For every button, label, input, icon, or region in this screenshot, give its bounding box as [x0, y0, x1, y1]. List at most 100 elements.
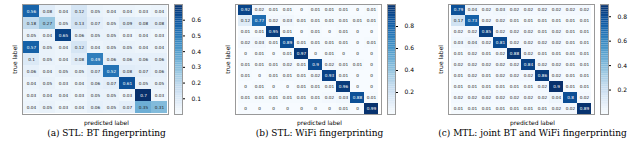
svg-text:0.01: 0.01: [352, 18, 362, 23]
svg-text:0.01: 0.01: [565, 18, 575, 23]
svg-text:0.89: 0.89: [579, 106, 589, 111]
svg-text:0.02: 0.02: [495, 51, 505, 56]
svg-text:0.13: 0.13: [74, 21, 84, 26]
svg-text:0.01: 0.01: [565, 84, 575, 89]
svg-text:0.01: 0.01: [467, 84, 477, 89]
svg-text:0.01: 0.01: [324, 84, 334, 89]
svg-text:0.05: 0.05: [106, 45, 116, 50]
svg-text:0.8: 0.8: [404, 22, 414, 29]
svg-text:0.02: 0.02: [254, 7, 264, 12]
svg-text:0.08: 0.08: [154, 21, 164, 26]
svg-text:0: 0: [356, 29, 359, 34]
svg-text:0.03: 0.03: [495, 7, 505, 12]
svg-text:0: 0: [356, 84, 359, 89]
svg-text:0.02: 0.02: [565, 106, 575, 111]
svg-text:0.6: 0.6: [191, 16, 201, 23]
svg-text:0.01: 0.01: [254, 29, 264, 34]
svg-text:0.02: 0.02: [467, 95, 477, 100]
svg-text:0.05: 0.05: [42, 105, 52, 110]
svg-text:0.03: 0.03: [74, 93, 84, 98]
svg-text:0.02: 0.02: [467, 51, 477, 56]
svg-text:0.04: 0.04: [122, 9, 132, 14]
svg-text:0.03: 0.03: [282, 18, 292, 23]
svg-text:0.06: 0.06: [106, 57, 116, 62]
svg-text:0.01: 0.01: [310, 29, 320, 34]
svg-text:0.08: 0.08: [122, 69, 132, 74]
svg-text:0.03: 0.03: [154, 33, 164, 38]
svg-text:0.81: 0.81: [495, 40, 505, 45]
svg-text:0.2: 0.2: [617, 86, 627, 93]
svg-text:0.02: 0.02: [310, 73, 320, 78]
svg-text:0.04: 0.04: [26, 81, 36, 86]
svg-text:0.04: 0.04: [467, 7, 477, 12]
svg-text:0.52: 0.52: [106, 69, 116, 74]
svg-text:0.05: 0.05: [90, 9, 100, 14]
svg-text:0.93: 0.93: [324, 73, 334, 78]
svg-text:0.02: 0.02: [324, 62, 334, 67]
svg-text:0.01: 0.01: [467, 106, 477, 111]
svg-text:0.01: 0.01: [495, 106, 505, 111]
svg-text:0: 0: [356, 73, 359, 78]
svg-text:0.02: 0.02: [240, 40, 250, 45]
svg-text:0.88: 0.88: [509, 51, 519, 56]
svg-text:0.01: 0.01: [324, 51, 334, 56]
svg-text:0.03: 0.03: [453, 40, 463, 45]
svg-text:0.05: 0.05: [106, 21, 116, 26]
svg-text:0.5: 0.5: [191, 32, 201, 39]
svg-text:0.01: 0.01: [481, 84, 491, 89]
svg-text:0.89: 0.89: [282, 40, 292, 45]
svg-text:0.01: 0.01: [453, 73, 463, 78]
svg-text:0.04: 0.04: [58, 93, 68, 98]
svg-text:0.02: 0.02: [537, 62, 547, 67]
svg-text:0.02: 0.02: [324, 95, 334, 100]
svg-text:0.96: 0.96: [338, 84, 348, 89]
svg-text:0.01: 0.01: [366, 18, 376, 23]
svg-text:0.02: 0.02: [467, 29, 477, 34]
svg-text:0: 0: [314, 106, 317, 111]
svg-text:0.8: 0.8: [567, 95, 574, 100]
svg-text:0.03: 0.03: [254, 40, 264, 45]
svg-text:0.02: 0.02: [509, 73, 519, 78]
svg-text:0: 0: [356, 7, 359, 12]
svg-text:0.02: 0.02: [579, 95, 589, 100]
svg-text:0.12: 0.12: [74, 9, 84, 14]
svg-text:0.01: 0.01: [537, 106, 547, 111]
svg-text:0.03: 0.03: [154, 93, 164, 98]
svg-text:0.05: 0.05: [58, 21, 68, 26]
svg-text:0.02: 0.02: [453, 95, 463, 100]
svg-text:0.02: 0.02: [551, 62, 561, 67]
svg-text:0.01: 0.01: [240, 62, 250, 67]
svg-text:0.35: 0.35: [138, 105, 148, 110]
svg-text:0.02: 0.02: [509, 7, 519, 12]
svg-text:0.88: 0.88: [352, 95, 362, 100]
svg-text:0.02: 0.02: [495, 62, 505, 67]
svg-text:0.01: 0.01: [579, 73, 589, 78]
svg-text:0.79: 0.79: [453, 7, 463, 12]
svg-text:0.02: 0.02: [453, 29, 463, 34]
svg-text:0.01: 0.01: [509, 18, 519, 23]
svg-text:0.05: 0.05: [42, 45, 52, 50]
svg-text:0.01: 0.01: [282, 7, 292, 12]
svg-text:0.01: 0.01: [481, 51, 491, 56]
svg-text:0.02: 0.02: [523, 40, 533, 45]
svg-text:0.04: 0.04: [26, 105, 36, 110]
svg-text:0.4: 0.4: [404, 66, 414, 73]
svg-text:0: 0: [258, 106, 261, 111]
svg-text:0.02: 0.02: [523, 95, 533, 100]
svg-text:0.06: 0.06: [26, 69, 36, 74]
svg-text:0.01: 0.01: [240, 95, 250, 100]
svg-text:0.01: 0.01: [310, 84, 320, 89]
svg-text:0: 0: [272, 51, 275, 56]
svg-text:0: 0: [342, 51, 345, 56]
svg-text:0.04: 0.04: [74, 81, 84, 86]
svg-text:0.27: 0.27: [42, 21, 52, 26]
svg-text:0.02: 0.02: [537, 7, 547, 12]
svg-text:0.01: 0.01: [565, 40, 575, 45]
svg-text:0.01: 0.01: [366, 95, 376, 100]
svg-text:0: 0: [356, 40, 359, 45]
svg-text:0.03: 0.03: [122, 33, 132, 38]
svg-text:0.01: 0.01: [453, 84, 463, 89]
svg-text:0.01: 0.01: [310, 40, 320, 45]
svg-text:0.02: 0.02: [481, 7, 491, 12]
svg-text:0: 0: [328, 106, 331, 111]
